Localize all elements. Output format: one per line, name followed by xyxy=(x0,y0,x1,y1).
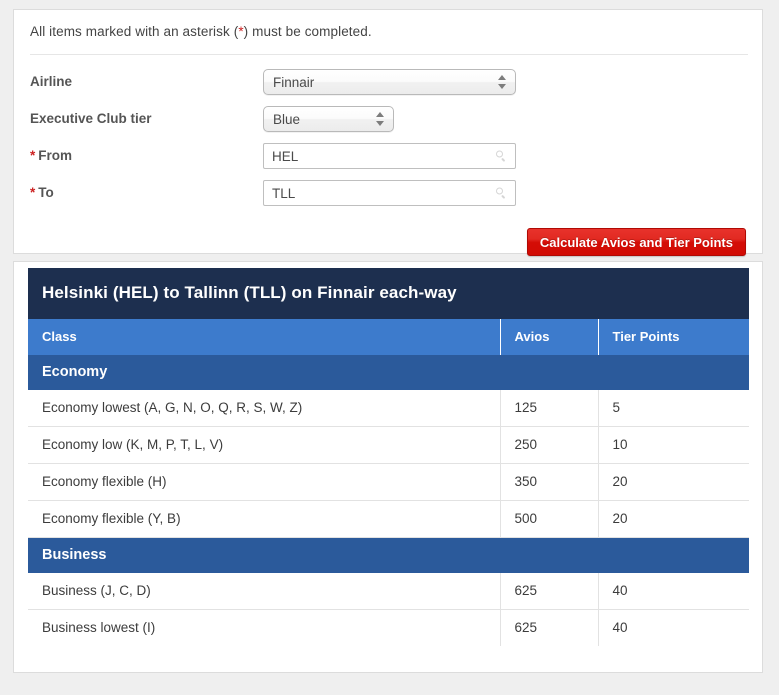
cell-avios: 500 xyxy=(500,500,599,538)
cell-class: Economy flexible (Y, B) xyxy=(28,500,501,538)
stepper-arrows-icon xyxy=(376,111,385,127)
field-row-executive-club-tier: Executive Club tier Blue xyxy=(30,106,748,136)
label-airline-text: Airline xyxy=(30,74,73,89)
cell-class: Economy flexible (H) xyxy=(28,463,501,501)
cell-tier: 10 xyxy=(598,426,749,464)
cell-avios: 625 xyxy=(500,573,599,610)
required-asterisk-from: * xyxy=(30,148,36,163)
cell-avios: 350 xyxy=(500,463,599,501)
cell-class: Economy low (K, M, P, T, L, V) xyxy=(28,426,501,464)
control-executive-club-tier: Blue xyxy=(263,106,394,132)
avios-results-table: Class Avios Tier Points Economy Economy … xyxy=(28,319,749,646)
to-input-value: TLL xyxy=(272,185,296,201)
label-from-text: From xyxy=(38,148,73,163)
to-input[interactable]: TLL xyxy=(263,180,516,206)
notice-text-before: All items marked with an asterisk ( xyxy=(30,24,239,39)
calculator-form-panel: All items marked with an asterisk (*) mu… xyxy=(13,9,763,256)
results-inner: Helsinki (HEL) to Tallinn (TLL) on Finna… xyxy=(28,268,749,646)
column-header-avios: Avios xyxy=(500,319,599,355)
section-header-row-economy: Economy xyxy=(28,355,749,390)
airline-select[interactable]: Finnair xyxy=(263,69,516,95)
table-row: Economy lowest (A, G, N, O, Q, R, S, W, … xyxy=(28,390,749,427)
cell-avios: 625 xyxy=(500,609,599,646)
cell-avios: 125 xyxy=(500,390,599,427)
notice-asterisk: * xyxy=(238,24,244,39)
airline-select-value: Finnair xyxy=(273,74,315,90)
field-row-to: * To TLL xyxy=(30,180,748,210)
notice-text-after: ) must be completed. xyxy=(243,24,372,39)
table-body: Economy Economy lowest (A, G, N, O, Q, R… xyxy=(28,355,749,646)
table-header-row: Class Avios Tier Points xyxy=(28,319,749,355)
field-row-airline: Airline Finnair xyxy=(30,69,748,99)
table-row: Business lowest (I) 625 40 xyxy=(28,609,749,646)
from-input-value: HEL xyxy=(272,148,299,164)
executive-club-tier-select[interactable]: Blue xyxy=(263,106,394,132)
required-asterisk-to: * xyxy=(30,185,36,200)
section-header-row-business: Business xyxy=(28,537,749,573)
field-row-from: * From HEL xyxy=(30,143,748,173)
notice-divider xyxy=(30,54,748,55)
label-to-text: To xyxy=(38,185,54,200)
cell-tier: 20 xyxy=(598,463,749,501)
section-label-business: Business xyxy=(28,537,749,573)
cell-tier: 5 xyxy=(598,390,749,427)
section-label-economy: Economy xyxy=(28,355,749,390)
column-header-class: Class xyxy=(28,319,501,355)
cell-class: Business lowest (I) xyxy=(28,609,501,646)
cell-class: Business (J, C, D) xyxy=(28,573,501,610)
table-row: Economy low (K, M, P, T, L, V) 250 10 xyxy=(28,426,749,464)
label-executive-club-tier: Executive Club tier xyxy=(30,111,152,126)
table-row: Economy flexible (Y, B) 500 20 xyxy=(28,500,749,538)
control-to: TLL xyxy=(263,180,516,206)
cell-tier: 20 xyxy=(598,500,749,538)
cell-tier: 40 xyxy=(598,609,749,646)
cell-class: Economy lowest (A, G, N, O, Q, R, S, W, … xyxy=(28,390,501,427)
cell-tier: 40 xyxy=(598,573,749,610)
table-row: Economy flexible (H) 350 20 xyxy=(28,463,749,501)
search-icon xyxy=(496,150,507,162)
calculate-avios-and-tier-points-button[interactable]: Calculate Avios and Tier Points xyxy=(526,228,746,256)
table-head: Class Avios Tier Points xyxy=(28,319,749,355)
executive-club-tier-select-value: Blue xyxy=(273,111,301,127)
column-header-tier-points: Tier Points xyxy=(598,319,749,355)
control-from: HEL xyxy=(263,143,516,169)
stepper-arrows-icon xyxy=(498,74,507,90)
required-fields-notice: All items marked with an asterisk (*) mu… xyxy=(30,24,372,39)
label-executive-club-tier-text: Executive Club tier xyxy=(30,111,152,126)
cell-avios: 250 xyxy=(500,426,599,464)
results-title: Helsinki (HEL) to Tallinn (TLL) on Finna… xyxy=(28,268,749,319)
control-airline: Finnair xyxy=(263,69,516,95)
from-input[interactable]: HEL xyxy=(263,143,516,169)
table-row: Business (J, C, D) 625 40 xyxy=(28,573,749,610)
label-airline: Airline xyxy=(30,74,72,89)
results-panel: Helsinki (HEL) to Tallinn (TLL) on Finna… xyxy=(13,261,763,673)
label-from: * From xyxy=(30,148,72,163)
search-icon xyxy=(496,187,507,199)
label-to: * To xyxy=(30,185,54,200)
